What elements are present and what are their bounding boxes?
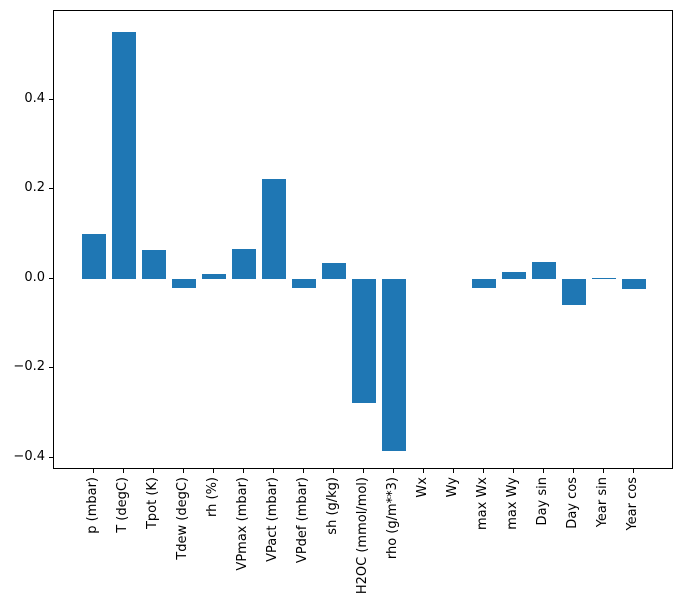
xtick-label-wy: Wy xyxy=(445,477,460,498)
bar-day-sin xyxy=(532,262,556,279)
bar-vpdef-mbar xyxy=(292,279,316,288)
bar-vpmax-mbar xyxy=(232,249,256,279)
xtick-mark xyxy=(393,469,394,473)
bar-sh-g-kg xyxy=(322,263,346,279)
xtick-label-day-sin: Day sin xyxy=(535,477,550,526)
ytick-mark xyxy=(49,188,53,189)
xtick-mark xyxy=(633,469,634,473)
bar-tdew-degc xyxy=(172,279,196,288)
xtick-label-vpmax-mbar: VPmax (mbar) xyxy=(235,477,250,571)
xtick-label-day-cos: Day cos xyxy=(565,477,580,529)
bar-h2oc-mmol-mol xyxy=(352,279,376,403)
bar-rh xyxy=(202,274,226,279)
ytick-label-0.4: 0.4 xyxy=(24,91,45,106)
xtick-mark xyxy=(453,469,454,473)
xtick-mark xyxy=(123,469,124,473)
ytick-label-0: 0.0 xyxy=(24,270,45,285)
xtick-mark xyxy=(423,469,424,473)
xtick-label-h2oc-mmol-mol: H2OC (mmol/mol) xyxy=(355,477,370,595)
xtick-mark xyxy=(603,469,604,473)
xtick-mark xyxy=(543,469,544,473)
xtick-mark xyxy=(243,469,244,473)
ytick-label--0.4: −0.4 xyxy=(13,449,45,464)
xtick-label-tdew-degc: Tdew (degC) xyxy=(175,477,190,560)
xtick-mark xyxy=(153,469,154,473)
ytick-label-0.2: 0.2 xyxy=(24,180,45,195)
xtick-label-rho-g-m-3: rho (g/m**3) xyxy=(385,477,400,560)
xtick-label-year-sin: Year sin xyxy=(595,477,610,528)
bar-max-wy xyxy=(502,272,526,279)
xtick-label-max-wx: max Wx xyxy=(475,477,490,531)
plot-area xyxy=(53,10,673,469)
bar-day-cos xyxy=(562,279,586,305)
ytick-label--0.2: −0.2 xyxy=(13,359,45,374)
bar-year-cos xyxy=(622,279,646,289)
bar-tpot-k xyxy=(142,250,166,279)
xtick-label-vpact-mbar: VPact (mbar) xyxy=(265,477,280,562)
bar-p-mbar xyxy=(82,234,106,279)
xtick-mark xyxy=(573,469,574,473)
xtick-label-sh-g-kg: sh (g/kg) xyxy=(325,477,340,535)
xtick-mark xyxy=(303,469,304,473)
bar-rho-g-m-3 xyxy=(382,279,406,451)
xtick-label-tpot-k: Tpot (K) xyxy=(145,477,160,530)
xtick-mark xyxy=(93,469,94,473)
xtick-mark xyxy=(483,469,484,473)
bar-vpact-mbar xyxy=(262,179,286,279)
xtick-mark xyxy=(513,469,514,473)
xtick-mark xyxy=(363,469,364,473)
xtick-label-vpdef-mbar: VPdef (mbar) xyxy=(295,477,310,564)
ytick-mark xyxy=(49,99,53,100)
ytick-mark xyxy=(49,457,53,458)
ytick-mark xyxy=(49,367,53,368)
bar-year-sin xyxy=(592,278,616,279)
xtick-label-t-degc: T (degC) xyxy=(115,477,130,533)
ytick-mark xyxy=(49,278,53,279)
bar-max-wx xyxy=(472,279,496,288)
xtick-label-year-cos: Year cos xyxy=(625,477,640,531)
xtick-label-max-wy: max Wy xyxy=(505,477,520,530)
xtick-mark xyxy=(273,469,274,473)
bar-t-degc xyxy=(112,32,136,279)
xtick-mark xyxy=(183,469,184,473)
xtick-mark xyxy=(213,469,214,473)
xtick-label-p-mbar: p (mbar) xyxy=(85,477,100,534)
xtick-label-rh: rh (%) xyxy=(205,477,220,517)
xtick-mark xyxy=(333,469,334,473)
xtick-label-wx: Wx xyxy=(415,477,430,498)
